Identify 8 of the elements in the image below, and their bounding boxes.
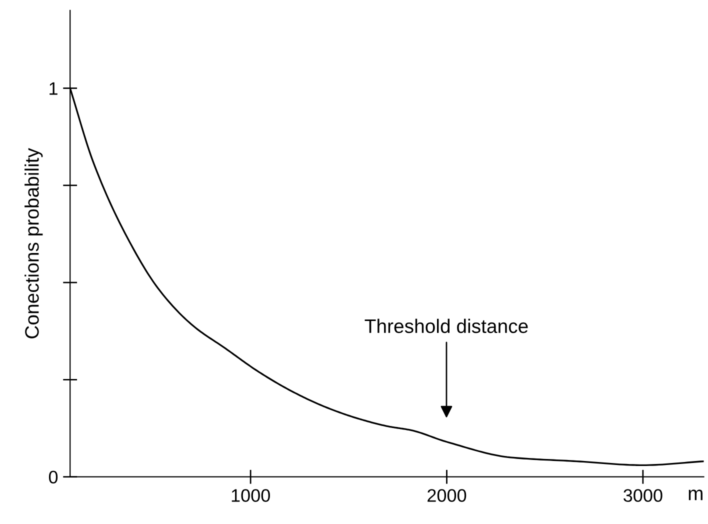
y-axis-title: Conections probability bbox=[24, 148, 43, 338]
x-axis-title: m bbox=[688, 490, 702, 500]
y-tick-label: 0 bbox=[48, 470, 58, 484]
annotation: Threshold distance bbox=[364, 318, 528, 334]
x-tick-label: 2000 bbox=[428, 489, 466, 502]
x-tick-label: 3000 bbox=[624, 489, 662, 502]
y-tick-label: 1 bbox=[50, 82, 58, 95]
x-tick-label: 1000 bbox=[232, 489, 270, 502]
